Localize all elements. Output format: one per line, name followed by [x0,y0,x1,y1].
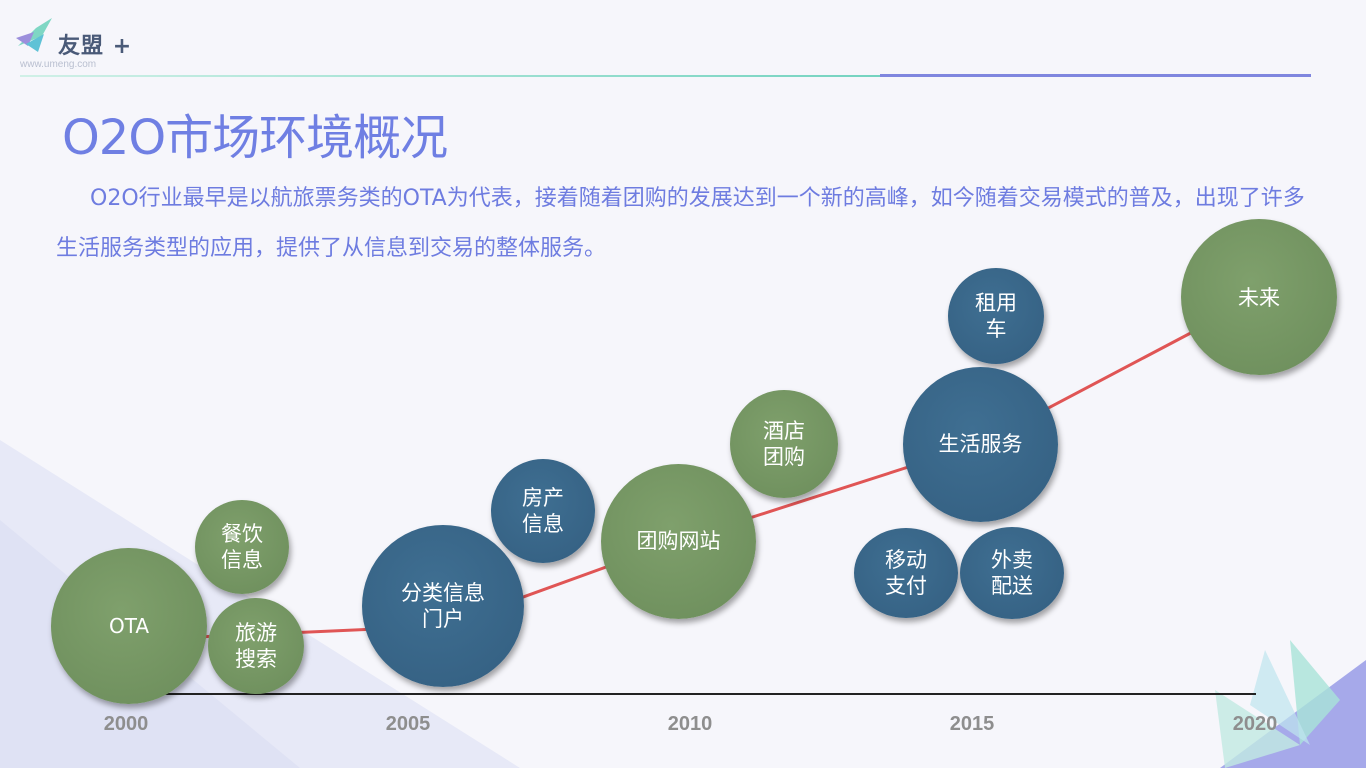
node-future: 未来 [1181,219,1337,375]
brand-plus: + [112,34,133,59]
year-label: 2000 [103,713,149,735]
node-real-estate-info: 房产 信息 [491,459,595,563]
node-catering-info: 餐饮 信息 [195,500,289,594]
node-travel-search: 旅游 搜索 [208,598,304,694]
node-mobile-payment: 移动 支付 [854,528,958,618]
node-group-buying-site: 团购网站 [601,464,756,619]
node-classified-portal: 分类信息 门户 [362,525,524,687]
umeng-bird-icon [16,18,52,52]
brand-logo: 友盟 + www.umeng.com [14,16,144,76]
page-title: O2O市场环境概况 [62,110,448,166]
header-divider [20,74,1311,78]
node-ota: OTA [51,548,207,704]
year-label: 2005 [385,713,431,735]
brand-url: www.umeng.com [20,59,97,70]
year-label: 2020 [1232,713,1278,735]
node-takeout-delivery: 外卖 配送 [960,527,1064,619]
year-label: 2010 [667,713,713,735]
node-life-services: 生活服务 [903,367,1058,522]
year-label: 2015 [949,713,995,735]
node-car-rental: 租用 车 [948,268,1044,364]
header-divider-purple [880,74,1311,77]
intro-paragraph: O2O行业最早是以航旅票务类的OTA为代表，接着随着团购的发展达到一个新的高峰，… [56,186,1305,261]
node-hotel-group-buying: 酒店 团购 [730,390,838,498]
brand-name: 友盟 + [58,34,133,59]
header-divider-teal [20,75,880,77]
